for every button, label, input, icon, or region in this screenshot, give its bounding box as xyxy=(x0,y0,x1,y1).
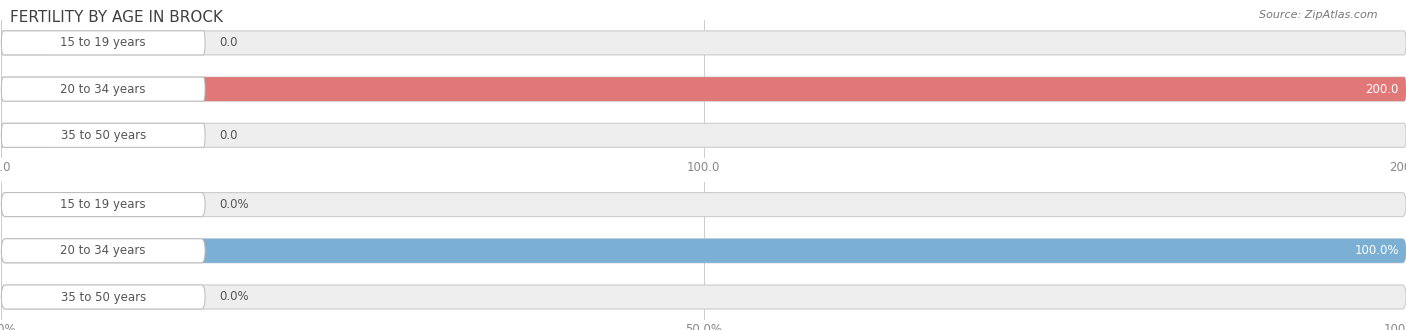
FancyBboxPatch shape xyxy=(1,77,1406,101)
Text: 20 to 34 years: 20 to 34 years xyxy=(60,82,146,96)
Text: 0.0%: 0.0% xyxy=(219,198,249,211)
Text: 0.0%: 0.0% xyxy=(219,290,249,304)
FancyBboxPatch shape xyxy=(1,193,1406,216)
Text: 15 to 19 years: 15 to 19 years xyxy=(60,36,146,49)
FancyBboxPatch shape xyxy=(1,31,1406,55)
FancyBboxPatch shape xyxy=(1,239,1406,263)
Text: 35 to 50 years: 35 to 50 years xyxy=(60,129,146,142)
FancyBboxPatch shape xyxy=(1,31,44,55)
Text: 200.0: 200.0 xyxy=(1365,82,1399,96)
FancyBboxPatch shape xyxy=(1,285,1406,309)
Text: 0.0: 0.0 xyxy=(219,36,238,49)
FancyBboxPatch shape xyxy=(1,123,1406,147)
FancyBboxPatch shape xyxy=(1,285,205,309)
FancyBboxPatch shape xyxy=(1,77,1406,101)
Text: 15 to 19 years: 15 to 19 years xyxy=(60,198,146,211)
FancyBboxPatch shape xyxy=(1,239,205,263)
Text: Source: ZipAtlas.com: Source: ZipAtlas.com xyxy=(1260,10,1378,20)
Text: 0.0: 0.0 xyxy=(219,129,238,142)
FancyBboxPatch shape xyxy=(1,123,44,147)
FancyBboxPatch shape xyxy=(1,123,205,147)
FancyBboxPatch shape xyxy=(1,31,205,55)
Text: 100.0%: 100.0% xyxy=(1354,244,1399,257)
FancyBboxPatch shape xyxy=(1,77,205,101)
FancyBboxPatch shape xyxy=(1,193,44,216)
Text: FERTILITY BY AGE IN BROCK: FERTILITY BY AGE IN BROCK xyxy=(10,10,222,25)
FancyBboxPatch shape xyxy=(1,285,44,309)
FancyBboxPatch shape xyxy=(1,193,205,216)
FancyBboxPatch shape xyxy=(1,239,1406,263)
Text: 20 to 34 years: 20 to 34 years xyxy=(60,244,146,257)
Text: 35 to 50 years: 35 to 50 years xyxy=(60,290,146,304)
